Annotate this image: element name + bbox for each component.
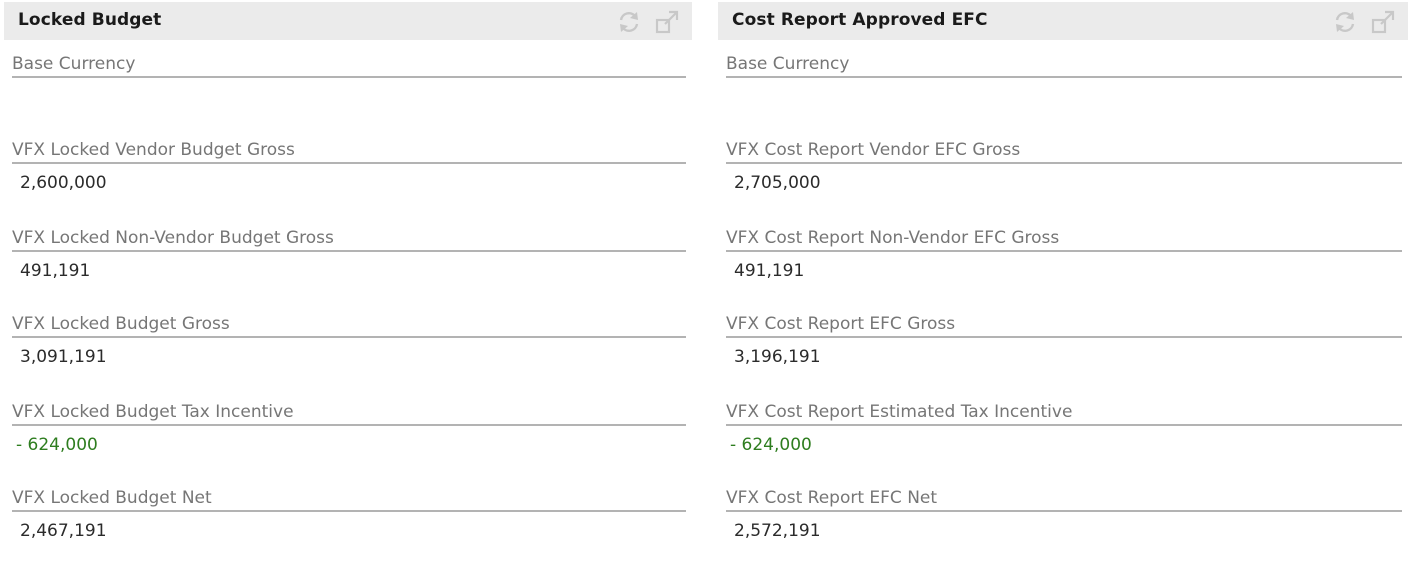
field-value: 491,191 bbox=[20, 261, 91, 281]
field-label: Base Currency bbox=[12, 54, 686, 78]
refresh-icon[interactable] bbox=[1332, 9, 1358, 35]
panel-title: Cost Report Approved EFC bbox=[732, 10, 988, 30]
field-label: VFX Cost Report Estimated Tax Incentive bbox=[726, 402, 1402, 426]
field-value: - 624,000 bbox=[730, 435, 812, 455]
field-efc-gross: VFX Cost Report EFC Gross 3,196,191 bbox=[726, 314, 1402, 367]
field-label: VFX Locked Non-Vendor Budget Gross bbox=[12, 228, 686, 252]
field-base-currency: Base Currency bbox=[726, 54, 1402, 87]
field-value: 2,572,191 bbox=[734, 521, 821, 541]
field-value: 2,600,000 bbox=[20, 173, 107, 193]
popout-icon[interactable] bbox=[1370, 9, 1396, 35]
field-label: VFX Locked Vendor Budget Gross bbox=[12, 140, 686, 164]
panel-header-icons bbox=[616, 9, 680, 35]
field-label: Base Currency bbox=[726, 54, 1402, 78]
field-vendor-budget-gross: VFX Locked Vendor Budget Gross 2,600,000 bbox=[12, 140, 686, 193]
field-label: VFX Cost Report EFC Net bbox=[726, 488, 1402, 512]
field-budget-gross: VFX Locked Budget Gross 3,091,191 bbox=[12, 314, 686, 367]
refresh-icon[interactable] bbox=[616, 9, 642, 35]
field-label: VFX Cost Report Vendor EFC Gross bbox=[726, 140, 1402, 164]
field-vendor-efc-gross: VFX Cost Report Vendor EFC Gross 2,705,0… bbox=[726, 140, 1402, 193]
field-value: 3,196,191 bbox=[734, 347, 821, 367]
popout-icon[interactable] bbox=[654, 9, 680, 35]
field-value: 491,191 bbox=[734, 261, 805, 281]
field-budget-tax-incentive: VFX Locked Budget Tax Incentive - 624,00… bbox=[12, 402, 686, 455]
locked-budget-panel: Locked Budget Base Currency bbox=[4, 2, 692, 560]
field-budget-net: VFX Locked Budget Net 2,467,191 bbox=[12, 488, 686, 541]
panel-header: Cost Report Approved EFC bbox=[718, 2, 1408, 40]
field-value bbox=[726, 78, 1402, 87]
field-label: VFX Locked Budget Tax Incentive bbox=[12, 402, 686, 426]
field-base-currency: Base Currency bbox=[12, 54, 686, 87]
field-label: VFX Locked Budget Net bbox=[12, 488, 686, 512]
field-label: VFX Locked Budget Gross bbox=[12, 314, 686, 338]
panel-header: Locked Budget bbox=[4, 2, 692, 40]
panel-title: Locked Budget bbox=[18, 10, 162, 30]
field-label: VFX Cost Report EFC Gross bbox=[726, 314, 1402, 338]
field-value: 2,705,000 bbox=[734, 173, 821, 193]
field-value bbox=[12, 78, 686, 87]
cost-report-efc-panel: Cost Report Approved EFC Base Cu bbox=[718, 2, 1408, 560]
field-label: VFX Cost Report Non-Vendor EFC Gross bbox=[726, 228, 1402, 252]
field-efc-net: VFX Cost Report EFC Net 2,572,191 bbox=[726, 488, 1402, 541]
field-non-vendor-efc-gross: VFX Cost Report Non-Vendor EFC Gross 491… bbox=[726, 228, 1402, 281]
field-estimated-tax-incentive: VFX Cost Report Estimated Tax Incentive … bbox=[726, 402, 1402, 455]
field-non-vendor-budget-gross: VFX Locked Non-Vendor Budget Gross 491,1… bbox=[12, 228, 686, 281]
field-value: 3,091,191 bbox=[20, 347, 107, 367]
panel-header-icons bbox=[1332, 9, 1396, 35]
field-value: - 624,000 bbox=[16, 435, 98, 455]
field-value: 2,467,191 bbox=[20, 521, 107, 541]
